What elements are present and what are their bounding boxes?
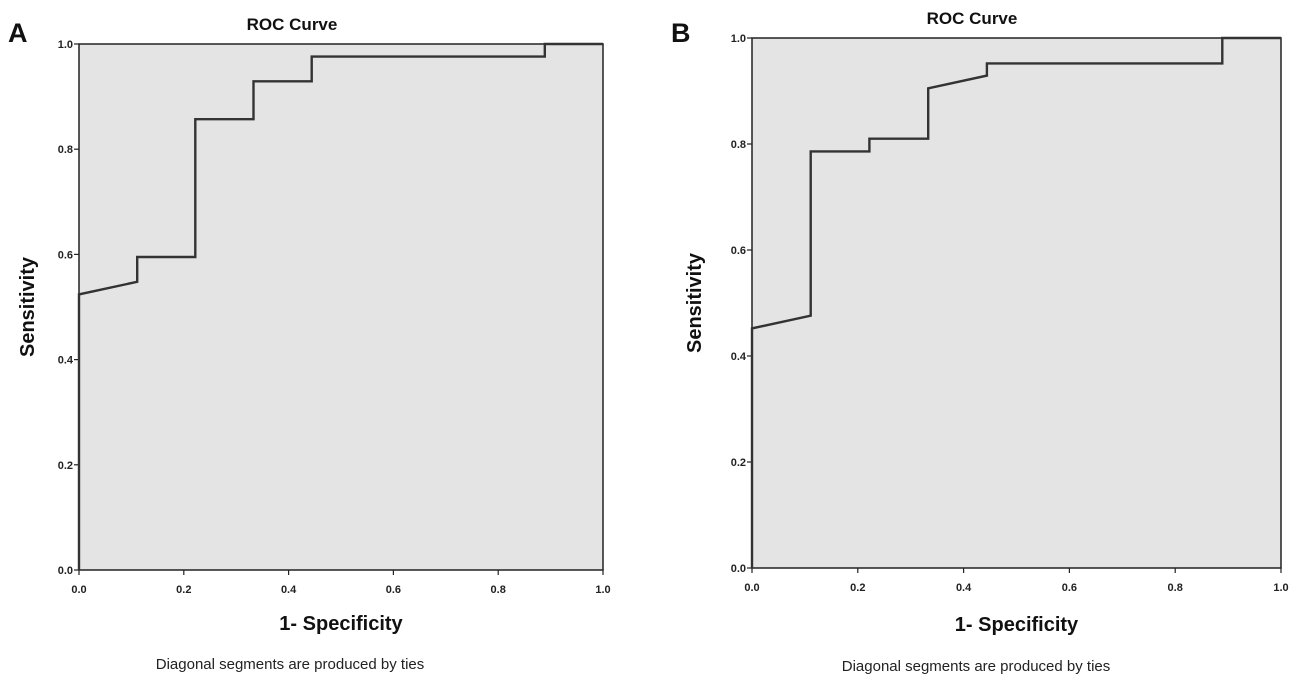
panel-a: 0.0 0.2 0.4 0.6 0.8 1.0 0.0 0.2 0.4 0.6 0.8 1.0 ROC …: [8, 15, 611, 673]
roc-chart-a: 0.0 0.2 0.4 0.6 0.8 1.0 0.0 0.2 0.4 0.6 0.8 1.0 ROC …: [8, 15, 611, 673]
roc-curve-line: [77, 42, 603, 570]
x-axis-title: 1- Specificity: [279, 613, 403, 635]
y-tick-label: 1.0: [58, 39, 73, 51]
x-tick-label: 0.6: [386, 584, 401, 596]
footnote: Diagonal segments are produced by ties: [156, 656, 425, 673]
panel-b: 0.0 0.2 0.4 0.6 0.8 1.0 0.0 0.2 0.4 0.6 0.8 1.0 ROC …: [651, 0, 1302, 677]
y-tick-label: 0.8: [58, 144, 73, 156]
y-tick-label: 0.6: [58, 249, 73, 261]
y-tick-label: 0.0: [731, 563, 746, 575]
y-tick-label: 0.6: [731, 245, 746, 257]
footnote: Diagonal segments are produced by ties: [842, 658, 1111, 675]
x-tick-label: 0.6: [1062, 582, 1077, 594]
y-tick-label: 0.4: [731, 351, 747, 363]
y-tick-label: 0.0: [58, 565, 73, 577]
x-tick-label: 0.0: [71, 584, 86, 596]
plot-area: [751, 37, 1282, 569]
y-axis-title: Sensitivity: [17, 256, 39, 357]
x-tick-label: 0.2: [176, 584, 191, 596]
y-axis-title: Sensitivity: [684, 252, 706, 353]
y-tick-label: 0.2: [731, 457, 746, 469]
x-tick-label: 0.8: [491, 584, 506, 596]
x-tick-label: 1.0: [1273, 582, 1288, 594]
y-tick-label: 0.8: [731, 139, 746, 151]
y-tick-label: 1.0: [731, 33, 746, 45]
x-tick-label: 0.8: [1168, 582, 1183, 594]
x-tick-label: 0.2: [850, 582, 865, 594]
x-tick-label: 0.4: [281, 584, 297, 596]
x-axis-title: 1- Specificity: [955, 614, 1079, 636]
chart-title: ROC Curve: [927, 9, 1018, 28]
roc-chart-b: 0.0 0.2 0.4 0.6 0.8 1.0 0.0 0.2 0.4 0.6 0.8 1.0 ROC …: [671, 9, 1289, 675]
x-tick-label: 1.0: [595, 584, 610, 596]
y-tick-label: 0.4: [58, 355, 74, 367]
plot-area: [78, 43, 604, 571]
x-tick-label: 0.4: [956, 582, 972, 594]
y-tick-label: 0.2: [58, 460, 73, 472]
panel-label: B: [671, 18, 691, 48]
panel-label: A: [8, 18, 28, 48]
x-tick-label: 0.0: [744, 582, 759, 594]
roc-curve-line: [750, 36, 1281, 568]
chart-title: ROC Curve: [247, 15, 338, 34]
